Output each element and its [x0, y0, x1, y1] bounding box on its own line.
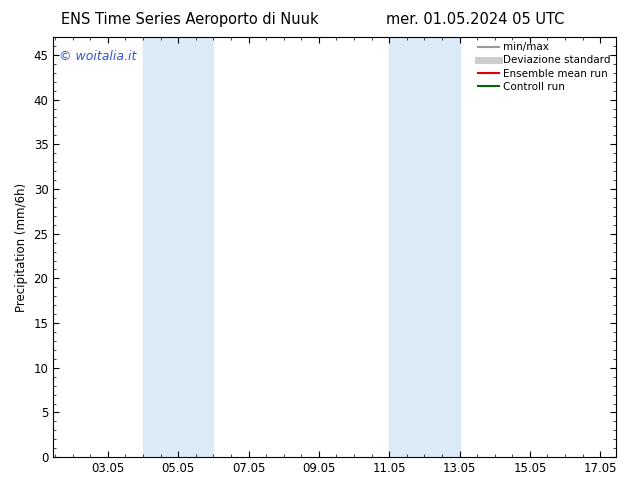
Bar — [389, 37, 460, 457]
Text: ENS Time Series Aeroporto di Nuuk: ENS Time Series Aeroporto di Nuuk — [61, 12, 319, 27]
Y-axis label: Precipitation (mm/6h): Precipitation (mm/6h) — [15, 183, 28, 312]
Text: © woitalia.it: © woitalia.it — [59, 49, 136, 63]
Text: mer. 01.05.2024 05 UTC: mer. 01.05.2024 05 UTC — [386, 12, 565, 27]
Legend: min/max, Deviazione standard, Ensemble mean run, Controll run: min/max, Deviazione standard, Ensemble m… — [479, 42, 611, 92]
Bar — [143, 37, 213, 457]
